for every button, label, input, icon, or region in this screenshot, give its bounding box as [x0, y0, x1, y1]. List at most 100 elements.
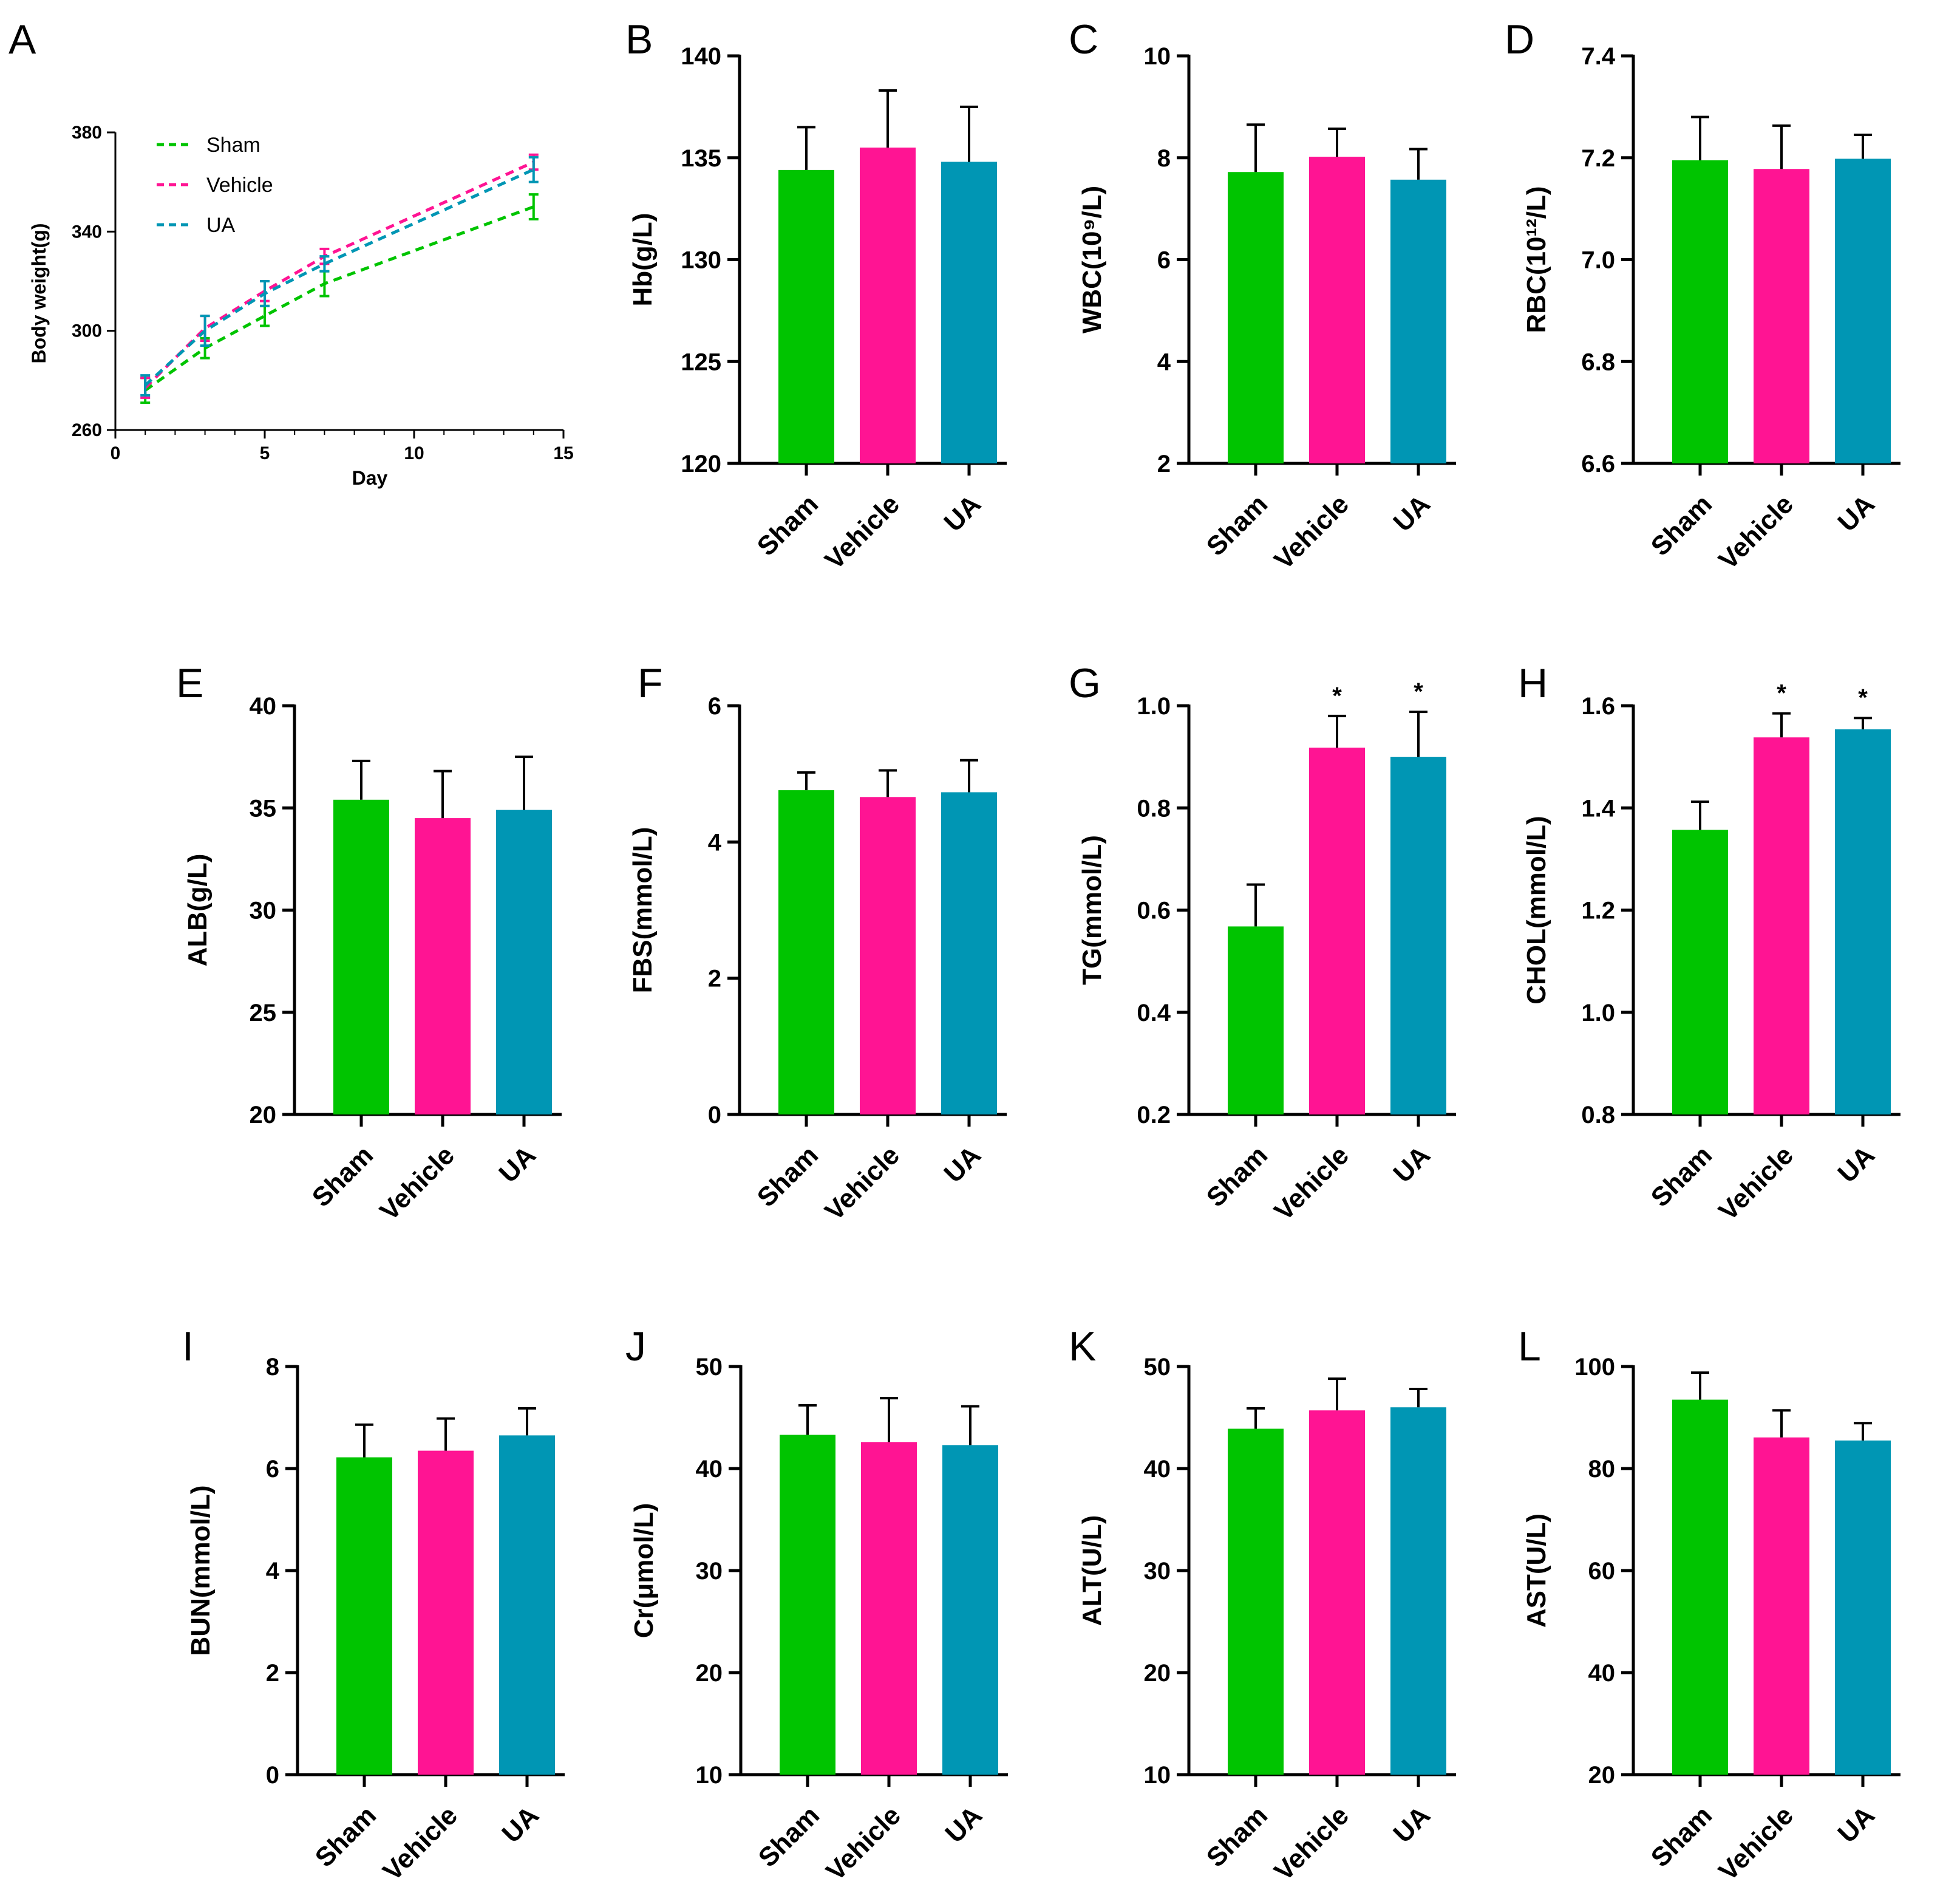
x-tick-label: 0: [111, 443, 121, 463]
category-label: Vehicle: [1268, 1800, 1355, 1886]
bar-vehicle: [1754, 737, 1809, 1114]
category-label: Sham: [1645, 489, 1718, 561]
bar-vehicle: [860, 147, 916, 464]
bar-vehicle: [418, 1450, 474, 1775]
panel-letter: E: [176, 660, 203, 706]
bar-sham: [778, 169, 834, 463]
bar-sham: [780, 1435, 835, 1775]
y-axis-title: AST(U/L): [1522, 1513, 1551, 1628]
y-tick-label: 50: [1144, 1354, 1171, 1380]
category-label: Sham: [1201, 1800, 1273, 1872]
y-tick-label: 140: [681, 43, 721, 70]
category-label: Sham: [752, 489, 824, 561]
category-label: Vehicle: [820, 1800, 907, 1886]
y-tick-label: 2: [708, 966, 721, 992]
y-tick-label: 0.6: [1137, 898, 1171, 924]
category-label: UA: [938, 1140, 987, 1189]
bar-sham: [778, 790, 834, 1114]
y-tick-label: 1.0: [1581, 1000, 1615, 1026]
category-label: Vehicle: [1713, 1140, 1799, 1226]
y-tick-label: 20: [250, 1102, 277, 1128]
bar-ua: [942, 1445, 998, 1775]
category-label: Sham: [310, 1800, 382, 1872]
bar-sham: [1672, 160, 1728, 463]
category-label: UA: [1387, 1140, 1436, 1189]
legend-label: UA: [206, 214, 236, 237]
panel-letter: L: [1518, 1323, 1541, 1370]
y-tick-label: 30: [250, 898, 277, 924]
y-axis-title: RBC(10¹²/L): [1522, 186, 1551, 333]
bar-sham: [1672, 1399, 1728, 1775]
y-tick-label: 8: [1157, 145, 1171, 172]
y-axis-title: TG(mmol/L): [1077, 835, 1107, 985]
y-tick-label: 10: [696, 1762, 723, 1789]
y-tick-label: 25: [250, 1000, 277, 1026]
y-tick-label: 4: [266, 1558, 280, 1585]
y-tick-label: 20: [696, 1660, 723, 1687]
category-label: UA: [1832, 489, 1880, 537]
bar-vehicle: [1754, 169, 1809, 463]
panel-a: A 260 300 340 380 0 5 10 15 Day Body weight(g) Sham…: [9, 16, 574, 489]
bar-ua: [499, 1435, 555, 1775]
category-label: Sham: [1201, 489, 1273, 561]
y-tick-label: 4: [708, 829, 722, 856]
y-tick-label: 1.4: [1581, 795, 1615, 822]
y-axis-title: BUN(mmol/L): [186, 1485, 216, 1656]
y-tick-label: 1.0: [1137, 693, 1171, 720]
y-tick-label: 6: [1157, 247, 1171, 274]
y-tick-label: 4: [1157, 349, 1171, 375]
category-label: Vehicle: [377, 1800, 463, 1886]
bar-ua: [941, 162, 997, 463]
category-label: Sham: [1645, 1140, 1718, 1212]
bar-sham: [333, 799, 389, 1114]
bar-ua: [941, 792, 997, 1114]
y-tick-label: 20: [1144, 1660, 1171, 1687]
y-tick-label: 2: [266, 1660, 279, 1687]
bar-ua: [496, 810, 552, 1114]
bar-ua: [1390, 1407, 1446, 1775]
bar-sham: [1672, 830, 1728, 1114]
significance-marker: *: [1858, 684, 1868, 711]
category-label: Vehicle: [819, 1140, 905, 1226]
y-tick-label: 0: [266, 1762, 279, 1789]
y-tick-label: 30: [1144, 1558, 1171, 1585]
bar-vehicle: [415, 818, 471, 1114]
y-tick-label: 7.0: [1581, 247, 1615, 274]
panel-letter: D: [1505, 16, 1534, 63]
y-tick-label: 6: [708, 693, 721, 720]
y-tick-label: 125: [681, 349, 721, 375]
significance-marker: *: [1332, 683, 1342, 709]
y-tick-label: 0.8: [1137, 795, 1171, 822]
legend-label: Sham: [206, 134, 260, 157]
panel-letter: A: [9, 16, 36, 63]
significance-marker: *: [1414, 678, 1423, 705]
category-label: Sham: [752, 1140, 824, 1212]
bar-sham: [336, 1457, 392, 1775]
bar-vehicle: [1754, 1437, 1809, 1775]
x-tick-label: 5: [260, 443, 270, 463]
y-axis-title: WBC(10⁹/L): [1077, 186, 1107, 333]
y-tick-label: 135: [681, 145, 721, 172]
bar-ua: [1835, 729, 1891, 1114]
y-axis-title: ALT(U/L): [1077, 1515, 1107, 1626]
y-tick-label: 10: [1144, 43, 1171, 70]
bar-vehicle: [1309, 747, 1365, 1114]
panel-letter: B: [625, 16, 653, 63]
legend-label: Vehicle: [206, 174, 273, 197]
category-label: Vehicle: [1268, 489, 1355, 575]
bar-sham: [1228, 172, 1284, 463]
y-tick-label: 130: [681, 247, 721, 274]
x-axis-title: Day: [352, 467, 388, 489]
y-tick-label: 7.4: [1581, 43, 1615, 70]
category-label: UA: [939, 1800, 988, 1849]
panel-g: G 0.2 0.4 0.6 0.8 1.0 TG(mmol/L) Sham * Vehicle * U…: [1069, 660, 1456, 1226]
y-tick-label: 20: [1588, 1762, 1616, 1789]
bar-sham: [1228, 926, 1284, 1114]
bar-vehicle: [1309, 1410, 1365, 1775]
